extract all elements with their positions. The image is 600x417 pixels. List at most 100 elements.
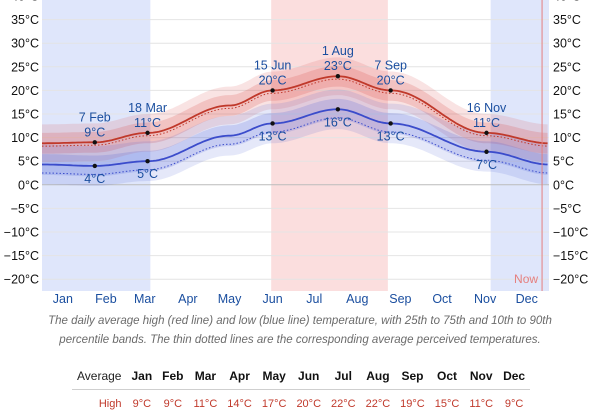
x-tick-label-feb: Feb: [95, 292, 117, 306]
y-tick-label-right: −15°C: [553, 249, 588, 263]
table-cell: 17°C: [257, 390, 292, 417]
x-tick-label-aug: Aug: [346, 292, 368, 306]
y-tick-label-left: 0°C: [18, 178, 39, 192]
annotation-high-value: 23°C: [324, 59, 352, 73]
table-cell: 9°C: [498, 390, 530, 417]
x-tick-label-nov: Nov: [474, 292, 497, 306]
annotation-dot: [388, 88, 392, 92]
table-month-apr: Apr: [222, 362, 257, 390]
annotation-dot: [145, 159, 149, 163]
y-tick-label-left: −15°C: [4, 249, 39, 263]
table-month-jun: Jun: [291, 362, 326, 390]
y-tick-label-left: −5°C: [11, 202, 39, 216]
x-tick-label-jan: Jan: [53, 292, 73, 306]
annotation-dot: [336, 74, 340, 78]
x-tick-label-jul: Jul: [306, 292, 322, 306]
table-cell: 20°C: [291, 390, 326, 417]
table-cell: 22°C: [326, 390, 361, 417]
table-cell: 9°C: [126, 390, 157, 417]
x-tick-label-jun: Jun: [263, 292, 283, 306]
table-month-mar: Mar: [189, 362, 223, 390]
annotation-date: 1 Aug: [322, 44, 354, 58]
table-row-label: High: [72, 390, 126, 417]
y-tick-label-right: −20°C: [553, 273, 588, 287]
x-tick-label-sep: Sep: [389, 292, 411, 306]
annotation-dot: [484, 131, 488, 135]
table-cell: 11°C: [464, 390, 498, 417]
y-tick-label-left: 20°C: [11, 84, 39, 98]
y-tick-label-right: 40°C: [553, 0, 581, 4]
y-tick-label-left: 35°C: [11, 13, 39, 27]
y-tick-label-left: 30°C: [11, 37, 39, 51]
y-tick-label-right: 20°C: [553, 84, 581, 98]
table-cell: 22°C: [361, 390, 396, 417]
table-cell: 15°C: [430, 390, 465, 417]
annotation-dot: [336, 107, 340, 111]
annotation-dot: [270, 121, 274, 125]
y-tick-label-left: 10°C: [11, 131, 39, 145]
annotation-low-value: 16°C: [324, 115, 352, 129]
x-tick-label-apr: Apr: [178, 292, 197, 306]
annotation-dot: [388, 121, 392, 125]
caption-line-1: The daily average high (red line) and lo…: [0, 312, 600, 331]
annotation-dot: [484, 150, 488, 154]
y-tick-label-left: 25°C: [11, 60, 39, 74]
table-month-sep: Sep: [395, 362, 430, 390]
table-month-dec: Dec: [498, 362, 530, 390]
y-tick-label-right: −10°C: [553, 226, 588, 240]
caption-line-2: percentile bands. The thin dotted lines …: [0, 331, 600, 350]
annotation-low-value: 13°C: [259, 129, 287, 143]
annotation-high-value: 11°C: [134, 116, 161, 130]
y-tick-label-left: −20°C: [4, 273, 39, 287]
annotation-date: 7 Feb: [79, 110, 111, 124]
chart-caption: The daily average high (red line) and lo…: [0, 312, 600, 350]
table-cell: 19°C: [395, 390, 430, 417]
table-month-oct: Oct: [430, 362, 465, 390]
table-month-feb: Feb: [157, 362, 188, 390]
table-cell: 9°C: [157, 390, 188, 417]
annotation-high-value: 20°C: [377, 73, 405, 87]
y-tick-label-right: 10°C: [553, 131, 581, 145]
annotation-high-value: 9°C: [84, 125, 105, 139]
y-tick-label-right: −5°C: [553, 202, 581, 216]
y-tick-label-left: 5°C: [18, 155, 39, 169]
annotation-low-value: 13°C: [377, 129, 405, 143]
y-tick-label-left: 40°C: [11, 0, 39, 4]
y-tick-label-right: 0°C: [553, 178, 574, 192]
x-tick-label-oct: Oct: [432, 292, 452, 306]
annotation-date: 15 Jun: [254, 58, 292, 72]
y-tick-label-right: 5°C: [553, 155, 574, 169]
annotation-dot: [270, 88, 274, 92]
y-tick-label-left: 15°C: [11, 108, 39, 122]
annotation-date: 18 Mar: [128, 101, 167, 115]
y-tick-label-right: 25°C: [553, 60, 581, 74]
y-tick-label-right: 35°C: [553, 13, 581, 27]
annotation-date: 7 Sep: [374, 58, 407, 72]
annotation-dot: [145, 131, 149, 135]
table-cell: 11°C: [189, 390, 223, 417]
table-month-aug: Aug: [361, 362, 396, 390]
annotation-dot: [93, 164, 97, 168]
y-tick-label-right: 30°C: [553, 37, 581, 51]
x-tick-label-may: May: [218, 292, 242, 306]
y-tick-label-right: 15°C: [553, 108, 581, 122]
table-cell: 14°C: [222, 390, 257, 417]
annotation-dot: [93, 140, 97, 144]
annotation-low-value: 5°C: [137, 167, 158, 181]
annotation-high-value: 20°C: [259, 73, 287, 87]
now-label: Now: [514, 272, 538, 286]
table-month-may: May: [257, 362, 292, 390]
annotation-low-value: 7°C: [476, 158, 497, 172]
x-tick-label-mar: Mar: [134, 292, 156, 306]
annotation-high-value: 11°C: [473, 116, 500, 130]
annotation-date: 16 Nov: [467, 101, 507, 115]
x-tick-label-dec: Dec: [516, 292, 538, 306]
table-month-jul: Jul: [326, 362, 361, 390]
y-tick-label-left: −10°C: [4, 226, 39, 240]
table-month-nov: Nov: [464, 362, 498, 390]
annotation-low-value: 4°C: [84, 172, 105, 186]
